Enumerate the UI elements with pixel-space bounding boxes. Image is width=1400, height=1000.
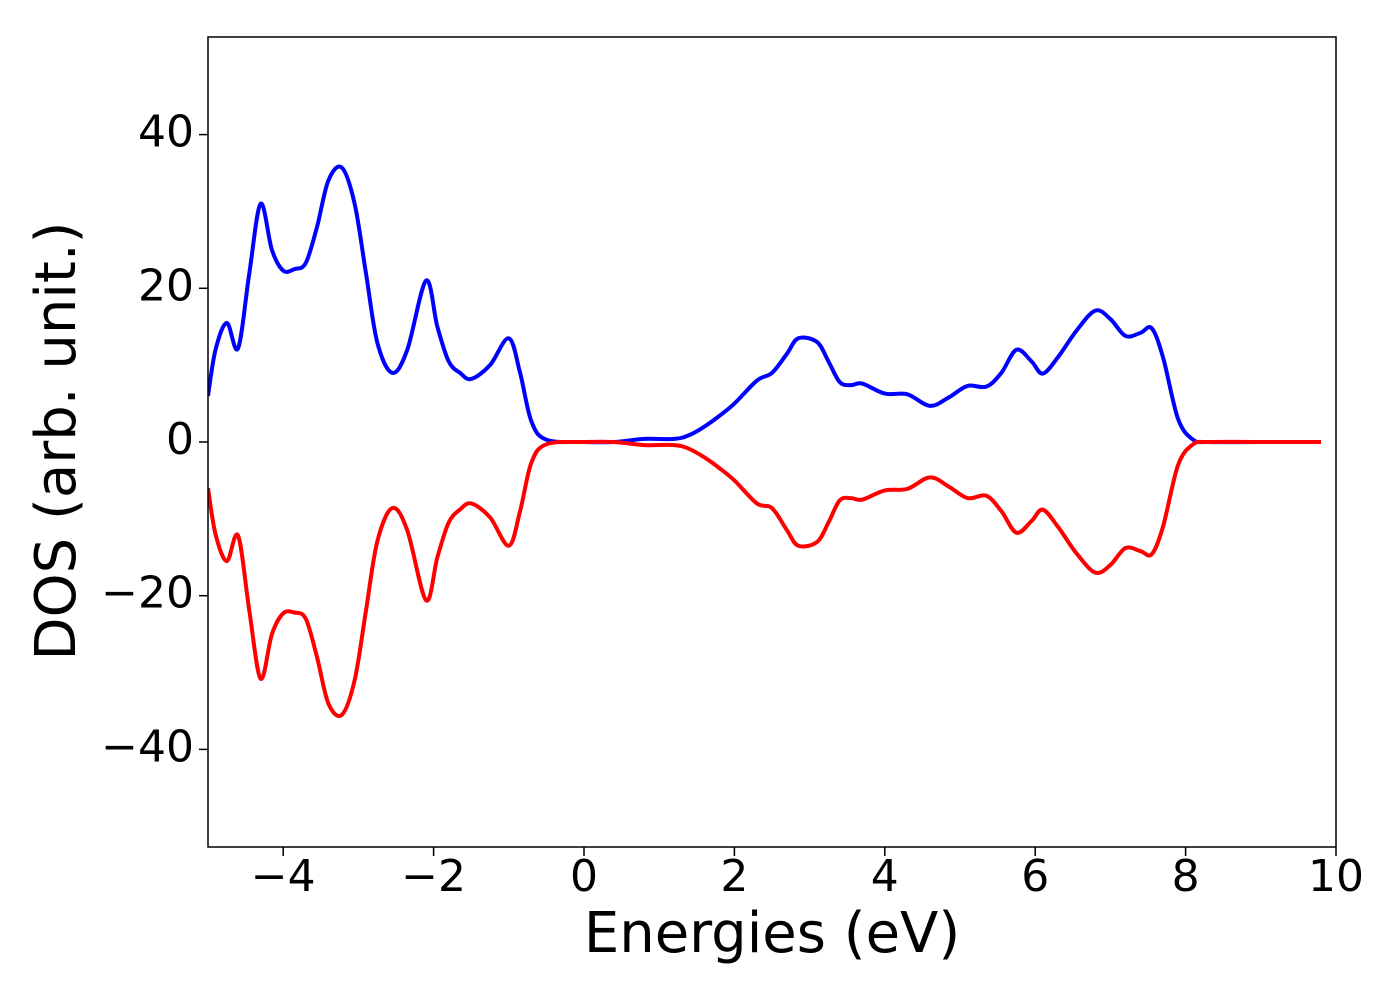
- x-tick-label: 4: [871, 851, 899, 902]
- y-tick-label: −40: [101, 721, 194, 772]
- x-tick-label: 10: [1308, 851, 1364, 902]
- dos-line: [208, 439, 1321, 718]
- y-axis-label: DOS (arb. unit.): [24, 221, 89, 660]
- x-tick-label: −4: [251, 851, 316, 902]
- y-tick-label: −20: [101, 568, 194, 619]
- x-tick-label: 6: [1021, 851, 1049, 902]
- dos-line: [208, 164, 1321, 445]
- x-tick-label: 0: [570, 851, 598, 902]
- x-tick-label: 2: [720, 851, 748, 902]
- plot-frame: [207, 36, 1337, 848]
- y-tick-label: 20: [138, 260, 194, 311]
- x-tick-label: 8: [1172, 851, 1200, 902]
- x-axis-label: Energies (eV): [584, 901, 960, 966]
- y-tick-label: 40: [138, 107, 194, 158]
- y-tick-label: 0: [166, 414, 194, 465]
- x-tick-label: −2: [401, 851, 466, 902]
